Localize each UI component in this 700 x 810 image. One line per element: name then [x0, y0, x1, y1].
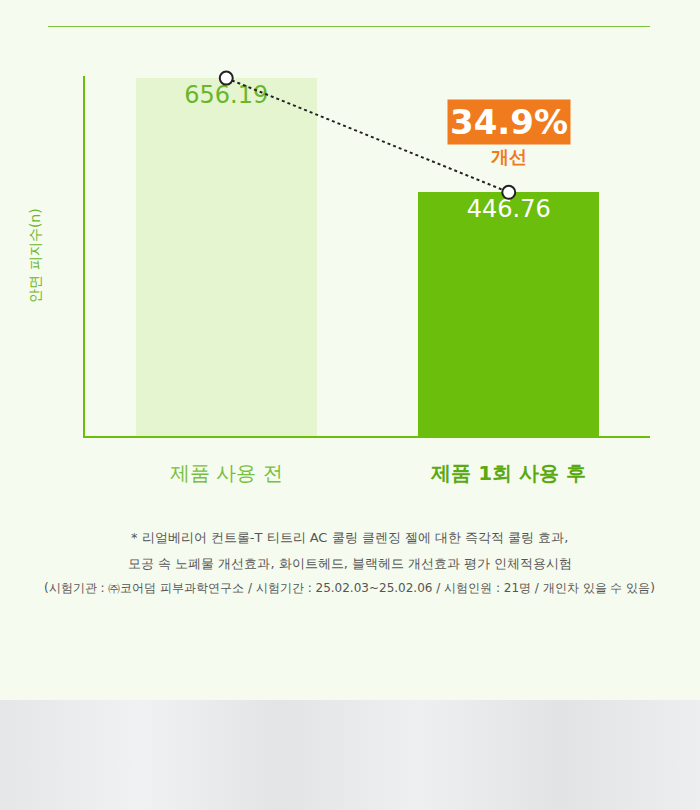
svg-text:제품 사용 전: 제품 사용 전 — [170, 461, 283, 485]
svg-text:34.9%: 34.9% — [450, 102, 568, 142]
svg-text:446.76: 446.76 — [467, 195, 551, 223]
svg-text:모공 속 노폐물 개선효과, 화이트헤드, 블랙헤드 개선효: 모공 속 노폐물 개선효과, 화이트헤드, 블랙헤드 개선효과 평가 인체적용시… — [128, 556, 572, 571]
svg-text:개선: 개선 — [491, 146, 527, 167]
svg-text:656.19: 656.19 — [184, 81, 268, 109]
svg-text:안면 피지수(n): 안면 피지수(n) — [27, 208, 43, 302]
svg-text:(시험기관 : ㈜코어덤 피부과학연구소 / 시험기간 :: (시험기관 : ㈜코어덤 피부과학연구소 / 시험기간 : 25.02.03~2… — [44, 581, 655, 595]
svg-text:제품 1회 사용 후: 제품 1회 사용 후 — [430, 461, 586, 485]
svg-text:* 리얼베리어 컨트롤-T 티트리 AC 쿨링 클렌징 젤에: * 리얼베리어 컨트롤-T 티트리 AC 쿨링 클렌징 젤에 대한 즉각적 쿨링… — [131, 530, 568, 545]
